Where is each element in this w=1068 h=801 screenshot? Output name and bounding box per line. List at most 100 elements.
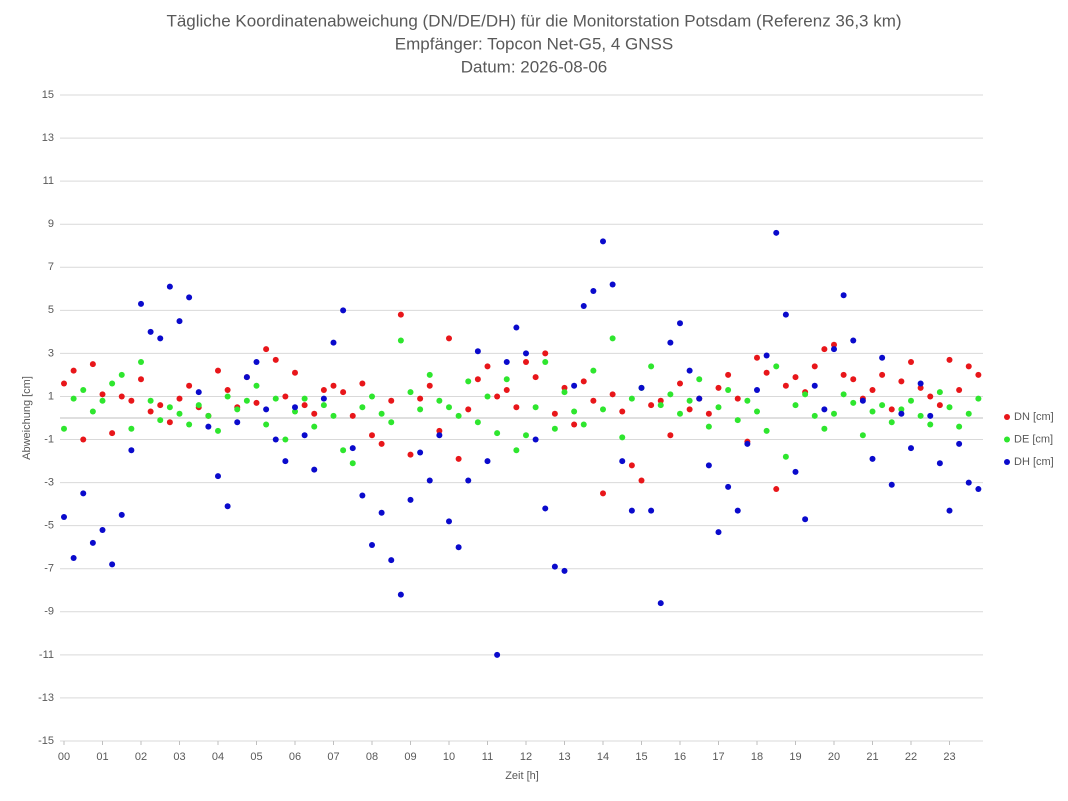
data-point: [523, 432, 529, 439]
data-point: [407, 496, 414, 503]
data-point: [426, 382, 433, 389]
data-point: [118, 393, 125, 400]
data-point: [70, 554, 77, 561]
data-point: [523, 350, 529, 357]
x-tick-label: 15: [635, 751, 647, 763]
data-point: [773, 363, 780, 370]
x-tick-label: 07: [327, 751, 339, 763]
data-point: [773, 486, 780, 493]
data-point: [715, 404, 722, 411]
data-point: [811, 382, 818, 389]
data-point: [561, 389, 568, 396]
data-point: [600, 238, 606, 245]
y-tick-label: 13: [42, 132, 54, 144]
data-point: [782, 382, 789, 389]
data-point: [272, 436, 279, 443]
data-point: [455, 455, 462, 462]
data-point: [205, 423, 212, 430]
data-point: [600, 490, 606, 497]
data-point: [292, 408, 298, 415]
data-point: [215, 473, 221, 480]
y-tick-label: 11: [43, 175, 54, 187]
data-point: [975, 486, 982, 493]
data-point: [859, 432, 866, 439]
data-point: [600, 406, 606, 413]
data-point: [138, 359, 144, 366]
data-point: [147, 328, 154, 335]
data-point: [340, 447, 347, 454]
x-tick-label: 08: [366, 751, 378, 763]
data-point: [330, 382, 337, 389]
data-point: [320, 395, 327, 402]
data-point: [89, 408, 96, 415]
x-tick-label: 17: [712, 751, 724, 763]
data-point: [792, 402, 799, 409]
data-point: [638, 477, 645, 484]
data-point: [869, 455, 876, 462]
data-point: [397, 591, 404, 598]
chart-date: Datum: 2026-08-06: [461, 57, 607, 76]
data-point: [215, 427, 221, 434]
data-point: [705, 410, 712, 417]
data-point: [686, 397, 693, 404]
x-tick-label: 23: [943, 751, 955, 763]
data-point: [532, 404, 539, 411]
data-point: [840, 292, 847, 299]
data-point: [609, 281, 616, 288]
data-point: [811, 363, 818, 370]
data-point: [927, 412, 934, 419]
data-point: [195, 389, 202, 396]
data-point: [61, 425, 67, 432]
x-tick-label: 01: [96, 751, 108, 763]
data-point: [551, 425, 558, 432]
data-point: [494, 651, 501, 658]
data-point: [263, 346, 270, 353]
data-point: [754, 387, 760, 394]
y-tick-label: -13: [38, 692, 54, 704]
data-point: [792, 468, 799, 475]
data-point: [677, 320, 683, 327]
data-point: [369, 542, 375, 549]
data-point: [61, 514, 67, 521]
data-point: [186, 294, 193, 301]
y-tick-label: -11: [39, 649, 54, 661]
y-tick-label: -5: [44, 520, 54, 532]
data-point: [773, 229, 780, 236]
data-point: [561, 567, 568, 574]
y-tick-label: -15: [38, 735, 54, 747]
data-point: [89, 539, 96, 546]
legend-label: DH [cm]: [1014, 456, 1054, 468]
data-point: [542, 505, 549, 512]
data-point: [898, 378, 905, 385]
data-point: [109, 380, 116, 387]
data-point: [917, 384, 924, 391]
data-point: [166, 419, 173, 426]
data-point: [831, 341, 837, 348]
data-point: [128, 447, 135, 454]
data-point: [850, 376, 857, 383]
data-point: [975, 395, 982, 402]
data-point: [176, 318, 183, 325]
data-point: [417, 449, 424, 456]
data-point: [917, 412, 924, 419]
data-point: [465, 477, 472, 484]
data-point: [734, 395, 741, 402]
y-tick-label: 3: [48, 347, 54, 359]
data-point: [128, 425, 135, 432]
data-point: [619, 434, 626, 441]
data-point: [494, 393, 501, 400]
data-point: [243, 374, 250, 381]
data-point: [147, 397, 154, 404]
data-point: [542, 350, 549, 357]
data-point: [523, 359, 529, 366]
x-tick-label: 03: [173, 751, 185, 763]
legend-label: DN [cm]: [1014, 411, 1054, 423]
data-point: [840, 371, 847, 378]
x-tick-label: 00: [58, 751, 70, 763]
data-point: [340, 389, 347, 396]
data-point: [407, 451, 414, 458]
data-point: [580, 378, 587, 385]
data-point: [378, 440, 385, 447]
data-point: [811, 412, 818, 419]
data-point: [349, 460, 356, 467]
